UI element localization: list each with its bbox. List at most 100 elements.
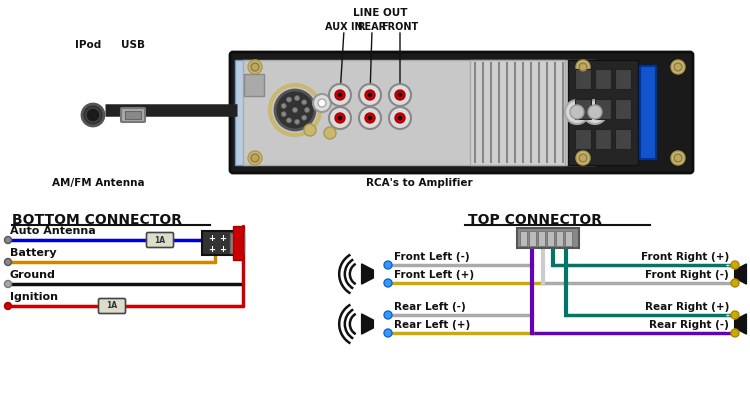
- FancyBboxPatch shape: [529, 230, 536, 246]
- Circle shape: [4, 302, 11, 309]
- FancyBboxPatch shape: [565, 230, 572, 246]
- Circle shape: [398, 116, 402, 120]
- FancyBboxPatch shape: [595, 69, 611, 89]
- Circle shape: [335, 90, 345, 100]
- FancyBboxPatch shape: [470, 60, 565, 165]
- FancyBboxPatch shape: [202, 231, 238, 255]
- Circle shape: [359, 84, 381, 106]
- Text: Front Left (-): Front Left (-): [394, 252, 470, 262]
- Text: +: +: [378, 263, 383, 269]
- Circle shape: [671, 151, 685, 165]
- Circle shape: [365, 113, 375, 123]
- Text: +: +: [209, 234, 215, 243]
- Text: IPod: IPod: [75, 40, 101, 50]
- FancyBboxPatch shape: [615, 129, 631, 149]
- FancyBboxPatch shape: [125, 111, 141, 119]
- Circle shape: [318, 99, 326, 107]
- Circle shape: [82, 104, 104, 126]
- Circle shape: [731, 311, 739, 319]
- Polygon shape: [362, 264, 374, 284]
- Circle shape: [329, 107, 351, 129]
- Text: Rear Right (-): Rear Right (-): [649, 320, 729, 330]
- Circle shape: [384, 279, 392, 287]
- Polygon shape: [735, 264, 746, 284]
- Circle shape: [368, 93, 372, 97]
- Circle shape: [4, 236, 11, 243]
- Circle shape: [674, 154, 682, 162]
- Text: -: -: [380, 328, 382, 336]
- Text: Battery: Battery: [10, 248, 57, 258]
- Circle shape: [395, 90, 405, 100]
- FancyBboxPatch shape: [595, 99, 611, 119]
- Text: Front Right (-): Front Right (-): [645, 270, 729, 280]
- Circle shape: [398, 93, 402, 97]
- FancyBboxPatch shape: [517, 228, 579, 248]
- FancyBboxPatch shape: [243, 60, 595, 165]
- Circle shape: [248, 151, 262, 165]
- FancyBboxPatch shape: [146, 232, 173, 248]
- Circle shape: [365, 90, 375, 100]
- FancyBboxPatch shape: [244, 74, 264, 96]
- Circle shape: [248, 60, 262, 74]
- FancyBboxPatch shape: [230, 233, 244, 253]
- Circle shape: [302, 100, 307, 105]
- Text: RCA's to Amplifier: RCA's to Amplifier: [366, 178, 472, 188]
- Text: Rear Right (+): Rear Right (+): [644, 302, 729, 312]
- Text: +: +: [220, 234, 226, 243]
- FancyBboxPatch shape: [556, 230, 562, 246]
- Circle shape: [579, 63, 587, 71]
- Circle shape: [292, 108, 298, 112]
- FancyBboxPatch shape: [547, 230, 554, 246]
- FancyBboxPatch shape: [575, 69, 591, 89]
- Circle shape: [389, 84, 411, 106]
- Circle shape: [384, 329, 392, 337]
- FancyBboxPatch shape: [615, 99, 631, 119]
- Circle shape: [251, 154, 259, 162]
- Text: -: -: [726, 328, 729, 336]
- Circle shape: [671, 60, 685, 74]
- Text: AUX IN: AUX IN: [326, 22, 363, 32]
- Circle shape: [295, 96, 299, 101]
- Circle shape: [313, 94, 331, 112]
- FancyBboxPatch shape: [595, 129, 611, 149]
- Text: +: +: [209, 244, 215, 253]
- Circle shape: [395, 113, 405, 123]
- FancyBboxPatch shape: [121, 108, 145, 122]
- Circle shape: [4, 281, 11, 288]
- Circle shape: [731, 261, 739, 269]
- Text: TOP CONNECTOR: TOP CONNECTOR: [468, 213, 602, 227]
- Circle shape: [295, 119, 299, 124]
- FancyBboxPatch shape: [640, 66, 656, 159]
- Circle shape: [579, 154, 587, 162]
- Text: FRONT: FRONT: [381, 22, 419, 32]
- FancyBboxPatch shape: [235, 60, 257, 165]
- FancyBboxPatch shape: [233, 226, 243, 260]
- Text: USB: USB: [121, 40, 145, 50]
- Text: REAR: REAR: [358, 22, 386, 32]
- Text: Rear Left (-): Rear Left (-): [394, 302, 466, 312]
- FancyBboxPatch shape: [98, 299, 125, 314]
- Text: +: +: [220, 244, 226, 253]
- Circle shape: [576, 151, 590, 165]
- Circle shape: [674, 63, 682, 71]
- Circle shape: [359, 107, 381, 129]
- Text: LINE OUT: LINE OUT: [352, 8, 407, 18]
- Circle shape: [304, 108, 310, 112]
- Text: BOTTOM CONNECTOR: BOTTOM CONNECTOR: [12, 213, 182, 227]
- Circle shape: [565, 100, 589, 124]
- Text: Front Left (+): Front Left (+): [394, 270, 474, 280]
- Circle shape: [329, 84, 351, 106]
- Circle shape: [583, 100, 607, 124]
- Circle shape: [302, 115, 307, 120]
- Text: Auto Antenna: Auto Antenna: [10, 226, 96, 236]
- Circle shape: [731, 279, 739, 287]
- Circle shape: [335, 113, 345, 123]
- Text: -: -: [380, 277, 382, 286]
- Circle shape: [338, 93, 342, 97]
- FancyBboxPatch shape: [615, 69, 631, 89]
- FancyBboxPatch shape: [230, 52, 693, 173]
- Circle shape: [4, 258, 11, 265]
- FancyBboxPatch shape: [575, 129, 591, 149]
- Text: Rear Left (+): Rear Left (+): [394, 320, 470, 330]
- Text: Ground: Ground: [10, 270, 56, 280]
